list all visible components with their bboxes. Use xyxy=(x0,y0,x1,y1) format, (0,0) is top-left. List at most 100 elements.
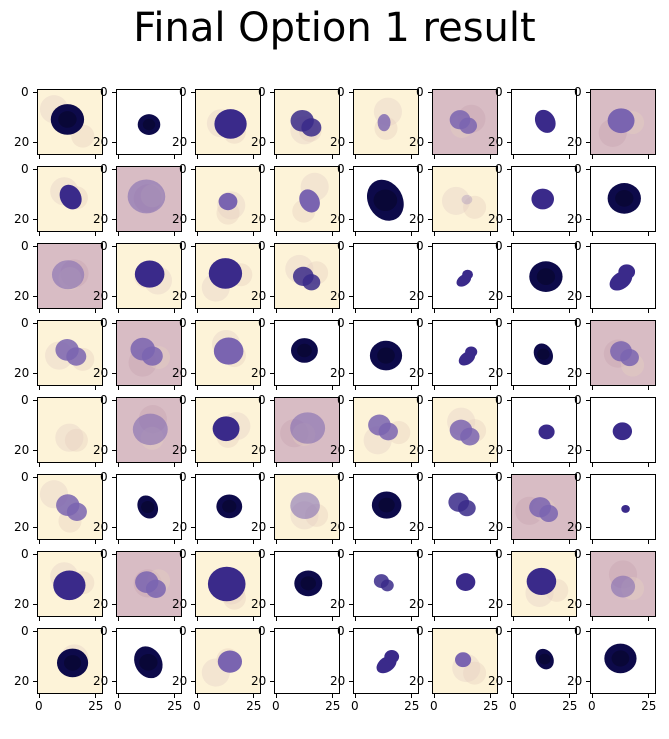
cell-image xyxy=(117,167,181,231)
cell-image xyxy=(433,398,497,462)
cell-image-panel xyxy=(37,89,103,155)
y-tick xyxy=(586,372,590,374)
cell-image xyxy=(117,552,181,616)
cell-image xyxy=(433,321,497,385)
y-tick xyxy=(112,526,116,528)
x-tick xyxy=(253,232,255,236)
nucleus-blob xyxy=(56,494,87,521)
y-tick xyxy=(270,141,274,143)
y-tick xyxy=(112,91,116,93)
x-tick xyxy=(433,232,435,236)
y-tick xyxy=(507,630,511,632)
cell-image-panel xyxy=(195,166,261,232)
cell-image xyxy=(591,90,655,154)
x-tick xyxy=(38,617,40,621)
y-tick-label: 0 xyxy=(258,161,266,176)
y-tick xyxy=(33,680,37,682)
cell-image-panel xyxy=(432,89,498,155)
cell-image xyxy=(591,398,655,462)
cell-image xyxy=(117,629,181,693)
cell-image-panel xyxy=(432,551,498,617)
x-tick xyxy=(196,232,198,236)
y-tick-label: 20 xyxy=(409,134,425,149)
y-tick-label: 20 xyxy=(14,134,30,149)
y-tick xyxy=(191,168,195,170)
x-tick xyxy=(411,463,413,467)
nucleus-blob xyxy=(127,179,166,214)
y-tick xyxy=(112,399,116,401)
nucleus-blob xyxy=(448,492,476,517)
y-tick-label: 20 xyxy=(251,673,267,688)
nucleus-blob xyxy=(621,504,630,513)
y-tick-label: 0 xyxy=(416,546,424,561)
cell-image-panel xyxy=(37,551,103,617)
y-tick xyxy=(349,168,353,170)
x-tick-label: 25 xyxy=(404,699,420,713)
y-tick xyxy=(112,449,116,451)
cell-image xyxy=(38,90,102,154)
nucleus-blob xyxy=(51,260,85,290)
x-tick-label: 0 xyxy=(113,699,122,713)
nucleus-blob xyxy=(604,643,637,674)
y-tick-label: 0 xyxy=(495,315,503,330)
y-tick xyxy=(507,603,511,605)
cell-image-panel xyxy=(590,89,656,155)
x-tick xyxy=(174,463,176,467)
x-tick xyxy=(591,540,593,544)
y-tick-label: 20 xyxy=(330,211,346,226)
y-tick xyxy=(349,141,353,143)
y-tick xyxy=(33,476,37,478)
y-tick xyxy=(349,295,353,297)
cell-image xyxy=(591,629,655,693)
nucleus-blob xyxy=(612,422,633,441)
cell-image xyxy=(354,398,418,462)
cell-image xyxy=(275,552,339,616)
y-tick-label: 0 xyxy=(495,392,503,407)
x-tick xyxy=(591,694,593,698)
y-tick-label: 0 xyxy=(337,161,345,176)
cell-image xyxy=(275,398,339,462)
y-tick-label: 20 xyxy=(330,288,346,303)
x-tick xyxy=(433,309,435,313)
cell-image xyxy=(275,90,339,154)
y-tick xyxy=(191,372,195,374)
nucleus-blob xyxy=(134,260,165,288)
x-tick xyxy=(411,232,413,236)
y-tick-label: 0 xyxy=(574,469,582,484)
y-tick-label: 20 xyxy=(172,134,188,149)
y-tick xyxy=(33,553,37,555)
x-tick xyxy=(433,155,435,159)
y-tick-label: 20 xyxy=(93,134,109,149)
cell-image xyxy=(433,552,497,616)
y-tick xyxy=(270,553,274,555)
nucleus-blob xyxy=(607,108,635,134)
y-tick-label: 0 xyxy=(100,623,108,638)
cell-image-panel xyxy=(590,320,656,386)
y-tick xyxy=(270,630,274,632)
y-tick-label: 20 xyxy=(567,519,583,534)
x-tick xyxy=(490,232,492,236)
x-tick xyxy=(648,617,650,621)
y-tick-label: 0 xyxy=(416,315,424,330)
cell-image xyxy=(591,167,655,231)
y-tick xyxy=(428,322,432,324)
nucleus-blob xyxy=(366,179,404,221)
y-tick-label: 20 xyxy=(567,596,583,611)
x-tick xyxy=(174,155,176,159)
x-tick xyxy=(332,617,334,621)
cell-image-panel xyxy=(274,89,340,155)
y-tick xyxy=(270,526,274,528)
x-tick xyxy=(354,155,356,159)
y-tick-label: 0 xyxy=(21,469,29,484)
y-tick xyxy=(33,449,37,451)
cell-image xyxy=(117,475,181,539)
x-tick xyxy=(569,309,571,313)
x-tick xyxy=(512,309,514,313)
y-tick-label: 20 xyxy=(14,442,30,457)
y-tick xyxy=(428,603,432,605)
y-tick-label: 0 xyxy=(258,469,266,484)
y-tick xyxy=(270,168,274,170)
nucleus-blob xyxy=(213,337,244,365)
nucleus-blob xyxy=(294,570,323,597)
x-tick xyxy=(117,386,119,390)
